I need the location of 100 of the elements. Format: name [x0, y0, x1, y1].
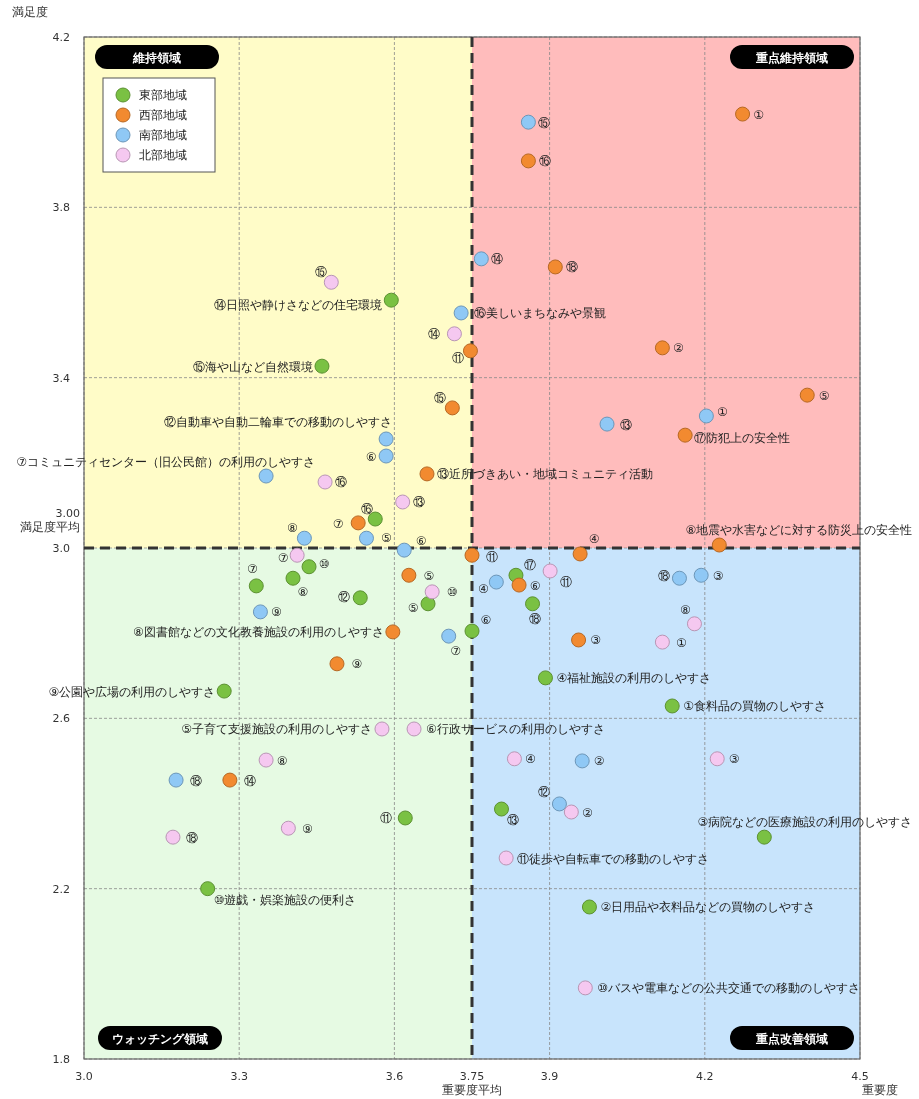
point — [350, 515, 366, 531]
annotation: 維持領域 — [132, 50, 181, 65]
annotation: ⑯ — [539, 154, 552, 169]
point — [280, 820, 296, 836]
annotation: ④ — [525, 752, 536, 767]
point — [581, 899, 597, 915]
quadrant-tag: 重点改善領域 — [730, 1026, 854, 1050]
point — [453, 305, 469, 321]
y-tick-label: 2.2 — [52, 882, 70, 896]
point — [222, 772, 238, 788]
point — [374, 721, 390, 737]
ref-line-label: 3.00 満足度平均 — [20, 507, 80, 534]
annotation: ① — [716, 405, 728, 420]
y-tick-label: 3.0 — [52, 542, 70, 555]
point — [396, 542, 412, 558]
point — [317, 474, 333, 490]
point — [654, 340, 670, 356]
point — [473, 251, 489, 267]
annotation: ⑧ — [276, 753, 288, 768]
annotation: ⑪ — [560, 575, 573, 590]
annotation: ⑧地震や水害などに対する防災上の安全性 — [685, 522, 913, 537]
annotation: ⑤子育て支援施設の利用のしやすさ — [181, 722, 372, 737]
point — [488, 574, 504, 590]
annotation: ⑬ — [620, 417, 633, 432]
point — [165, 829, 181, 845]
annotation: ⑨公園や広場の利用のしやすさ — [48, 684, 216, 699]
annotation: ④福祉施設の利用のしやすさ — [556, 671, 712, 686]
annotation: ⑭日照や静けさなどの住宅環境 — [214, 297, 383, 312]
annotation: ⑱ — [566, 260, 579, 275]
annotation: ⑨ — [301, 821, 313, 836]
annotation: ⑯ — [361, 501, 374, 516]
annotation: ⑰ — [523, 557, 536, 572]
point — [693, 567, 709, 583]
annotation: 重点維持領域 — [755, 50, 828, 65]
point — [599, 416, 615, 432]
annotation: ⑮ — [538, 115, 551, 130]
point — [258, 468, 274, 484]
annotation: ⑥ — [365, 449, 377, 464]
point — [574, 753, 590, 769]
x-tick-label: 4.2 — [696, 1070, 714, 1083]
point — [420, 596, 436, 612]
point — [464, 623, 480, 639]
point — [301, 559, 317, 575]
point — [352, 590, 368, 606]
point — [677, 427, 693, 443]
point — [200, 881, 216, 897]
annotation: ⑧図書館などの文化教養施設の利用のしやすさ — [133, 625, 384, 640]
annotation: ⑮ — [315, 264, 328, 279]
point — [446, 326, 462, 342]
annotation: ⑩バスや電車などの公共交通での移動のしやすさ — [597, 981, 861, 996]
y-tick-label: 4.2 — [52, 31, 70, 44]
annotation: ③ — [712, 568, 724, 583]
x-tick-label: 3.6 — [385, 1070, 404, 1083]
annotation: ⑤ — [818, 388, 830, 403]
point — [358, 530, 374, 546]
y-tick-label: 1.8 — [52, 1053, 70, 1066]
annotation: ① — [753, 107, 764, 122]
point — [444, 400, 460, 416]
annotation: ⑧ — [680, 603, 691, 618]
point — [671, 570, 687, 586]
annotation: ⑥ — [529, 578, 541, 593]
annotation: ①食料品の買物のしやすさ — [683, 699, 826, 714]
annotation: ⑮ — [434, 391, 447, 406]
point — [401, 567, 417, 583]
point — [756, 829, 772, 845]
point — [551, 796, 567, 812]
quadrant-tag: ウォッチング領域 — [98, 1026, 222, 1050]
point — [419, 466, 435, 482]
point — [537, 670, 553, 686]
annotation: ⑫自動車や自動二輪車での移動のしやすさ — [164, 415, 393, 430]
point — [547, 259, 563, 275]
point — [462, 343, 478, 359]
annotation: ⑦ — [332, 517, 344, 532]
point — [572, 546, 588, 562]
point — [709, 751, 725, 767]
x-axis-title: 重要度 — [862, 1083, 898, 1097]
annotation: ⑯ — [335, 475, 348, 490]
annotation: ⑧ — [297, 584, 309, 599]
annotation: ⑪ — [486, 549, 498, 564]
annotation: ⑤ — [407, 601, 419, 616]
point — [383, 292, 399, 308]
point — [506, 751, 522, 767]
point — [654, 634, 670, 650]
annotation: ⑨ — [271, 605, 282, 620]
annotation: ⑯美しいまちなみや景観 — [474, 306, 607, 321]
annotation: ⑱ — [528, 612, 541, 627]
annotation: ⑦ — [450, 643, 462, 658]
legend-label: 南部地域 — [139, 128, 187, 142]
annotation: ⑫ — [538, 785, 551, 800]
annotation: ⑧ — [287, 520, 298, 535]
point — [563, 804, 579, 820]
point — [285, 570, 301, 586]
annotation: ⑭ — [428, 327, 441, 342]
x-tick-label: 3.0 — [75, 1070, 93, 1083]
annotation: ⑬ — [412, 494, 425, 509]
point — [329, 656, 345, 672]
point — [511, 577, 527, 593]
point — [168, 772, 184, 788]
point — [542, 563, 558, 579]
point — [711, 537, 727, 553]
